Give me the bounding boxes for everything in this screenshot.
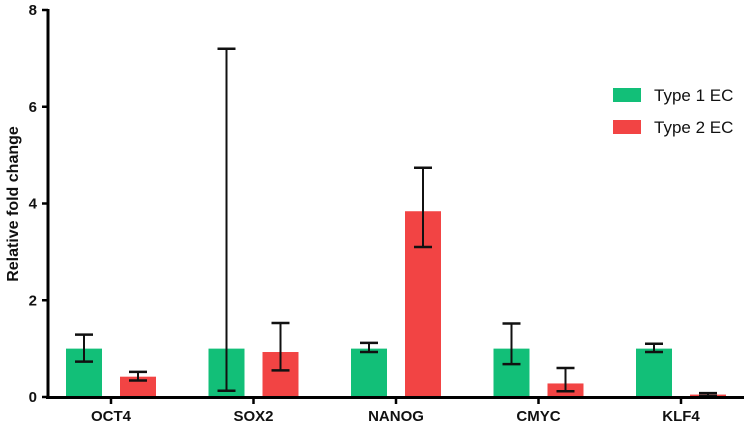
x-tick-label: KLF4 — [662, 408, 700, 425]
bar-type-1-ec-klf4 — [636, 348, 672, 397]
legend-label: Type 2 EC — [654, 118, 733, 137]
legend-swatch — [613, 120, 641, 134]
legend-label: Type 1 EC — [654, 86, 733, 105]
legend: Type 1 EC Type 2 EC — [613, 86, 733, 137]
legend-swatch — [613, 88, 641, 102]
bar-type-1-ec-nanog — [351, 348, 387, 397]
bars-layer — [66, 211, 726, 397]
x-ticks: OCT4 SOX2 NANOG CMYC KLF4 — [91, 397, 700, 425]
x-tick-label: OCT4 — [91, 408, 132, 425]
x-tick-label: NANOG — [368, 408, 424, 425]
y-ticks: 0 2 4 6 8 — [29, 2, 48, 406]
x-tick-label: SOX2 — [233, 408, 273, 425]
y-tick-label: 6 — [29, 99, 37, 116]
y-tick-label: 4 — [29, 196, 38, 213]
error-bars-layer — [75, 47, 717, 398]
y-axis-label: Relative fold change — [5, 126, 22, 282]
y-tick-label: 8 — [29, 2, 37, 19]
y-tick-label: 2 — [29, 292, 37, 309]
x-tick-label: CMYC — [516, 408, 560, 425]
y-tick-label: 0 — [29, 389, 37, 406]
